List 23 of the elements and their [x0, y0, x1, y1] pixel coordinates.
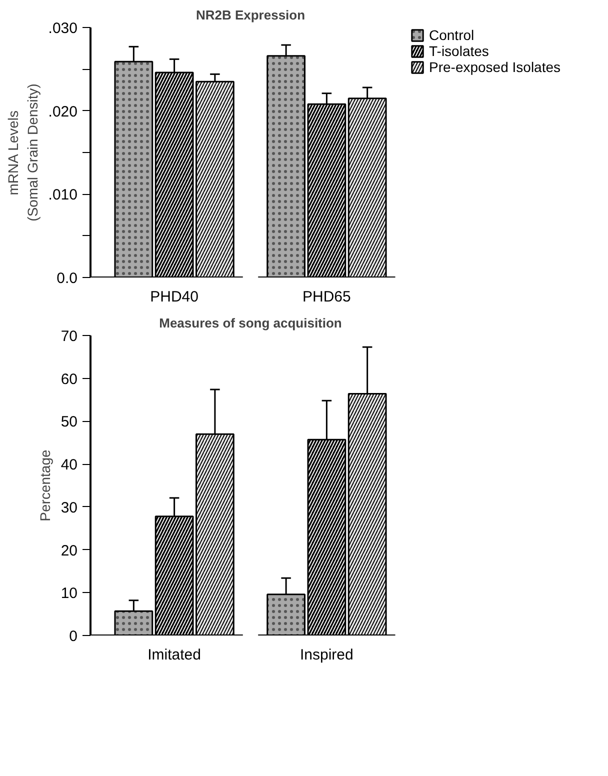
y-tick-label: 50	[60, 414, 78, 431]
legend-label: Pre-exposed Isolates	[429, 59, 561, 75]
y-tick-label: 0.0	[56, 270, 78, 287]
y-axis-title: mRNA Levels (Somal Grain Density)	[5, 84, 40, 222]
y-tick-label: 20	[60, 542, 78, 560]
x-tick-label: PHD65	[302, 288, 351, 306]
x-tick-label: Inspired	[300, 646, 354, 664]
y-tick-label: 0	[69, 628, 78, 645]
y-tick-label: .010	[48, 186, 78, 204]
y-axis-title: Percentage	[36, 449, 53, 522]
chart-title: NR2B Expression	[196, 8, 306, 22]
y-tick-label: 10	[60, 585, 78, 602]
y-tick-label: 40	[60, 456, 78, 474]
chart-title: Measures of song acquisition	[159, 316, 342, 330]
y-tick-label: .030	[48, 20, 78, 37]
y-tick-label: 30	[60, 499, 78, 516]
y-tick-label: 70	[60, 328, 78, 345]
y-tick-label: .020	[48, 103, 78, 120]
legend-label: T-isolates	[429, 43, 489, 59]
x-tick-label: PHD40	[150, 288, 198, 306]
x-tick-label: Imitated	[148, 646, 201, 664]
legend-label: Control	[429, 27, 474, 43]
y-tick-label: 60	[60, 370, 78, 388]
